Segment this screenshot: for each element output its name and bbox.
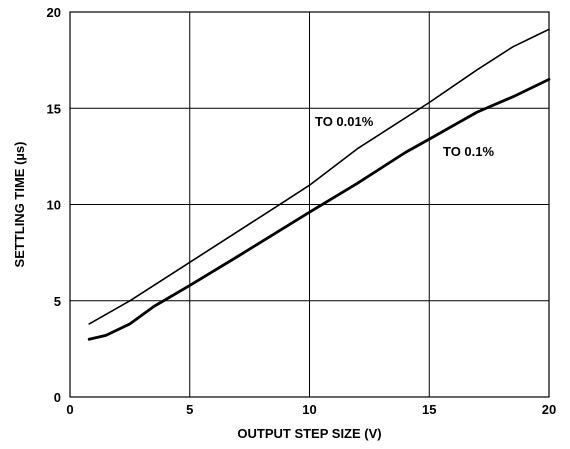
y-tick-label: 20 [47, 5, 61, 20]
grid [70, 12, 549, 397]
x-tick-label: 5 [186, 402, 193, 417]
x-tick-label: 20 [542, 402, 556, 417]
x-axis-title: OUTPUT STEP SIZE (V) [237, 426, 381, 441]
series-line-1 [88, 28, 550, 325]
y-axis-ticks: 0 5 10 15 20 [47, 5, 61, 405]
x-tick-label: 10 [302, 402, 316, 417]
y-tick-label: 5 [54, 294, 61, 309]
annotations: TO 0.01% TO 0.1% [315, 114, 495, 159]
y-tick-label: 10 [47, 198, 61, 213]
curve-label: TO 0.1% [443, 144, 495, 159]
plot-frame [69, 11, 550, 398]
x-tick-label: 15 [422, 402, 436, 417]
curve-label: TO 0.01% [315, 114, 374, 129]
y-axis-title: SETTLING TIME (µs) [12, 142, 27, 268]
y-tick-label: 15 [47, 101, 61, 116]
series-line-2 [87, 78, 551, 341]
series-layer [87, 28, 551, 341]
x-tick-label: 0 [66, 402, 73, 417]
y-tick-label: 0 [54, 390, 61, 405]
x-axis-ticks: 0 5 10 15 20 [66, 402, 556, 417]
